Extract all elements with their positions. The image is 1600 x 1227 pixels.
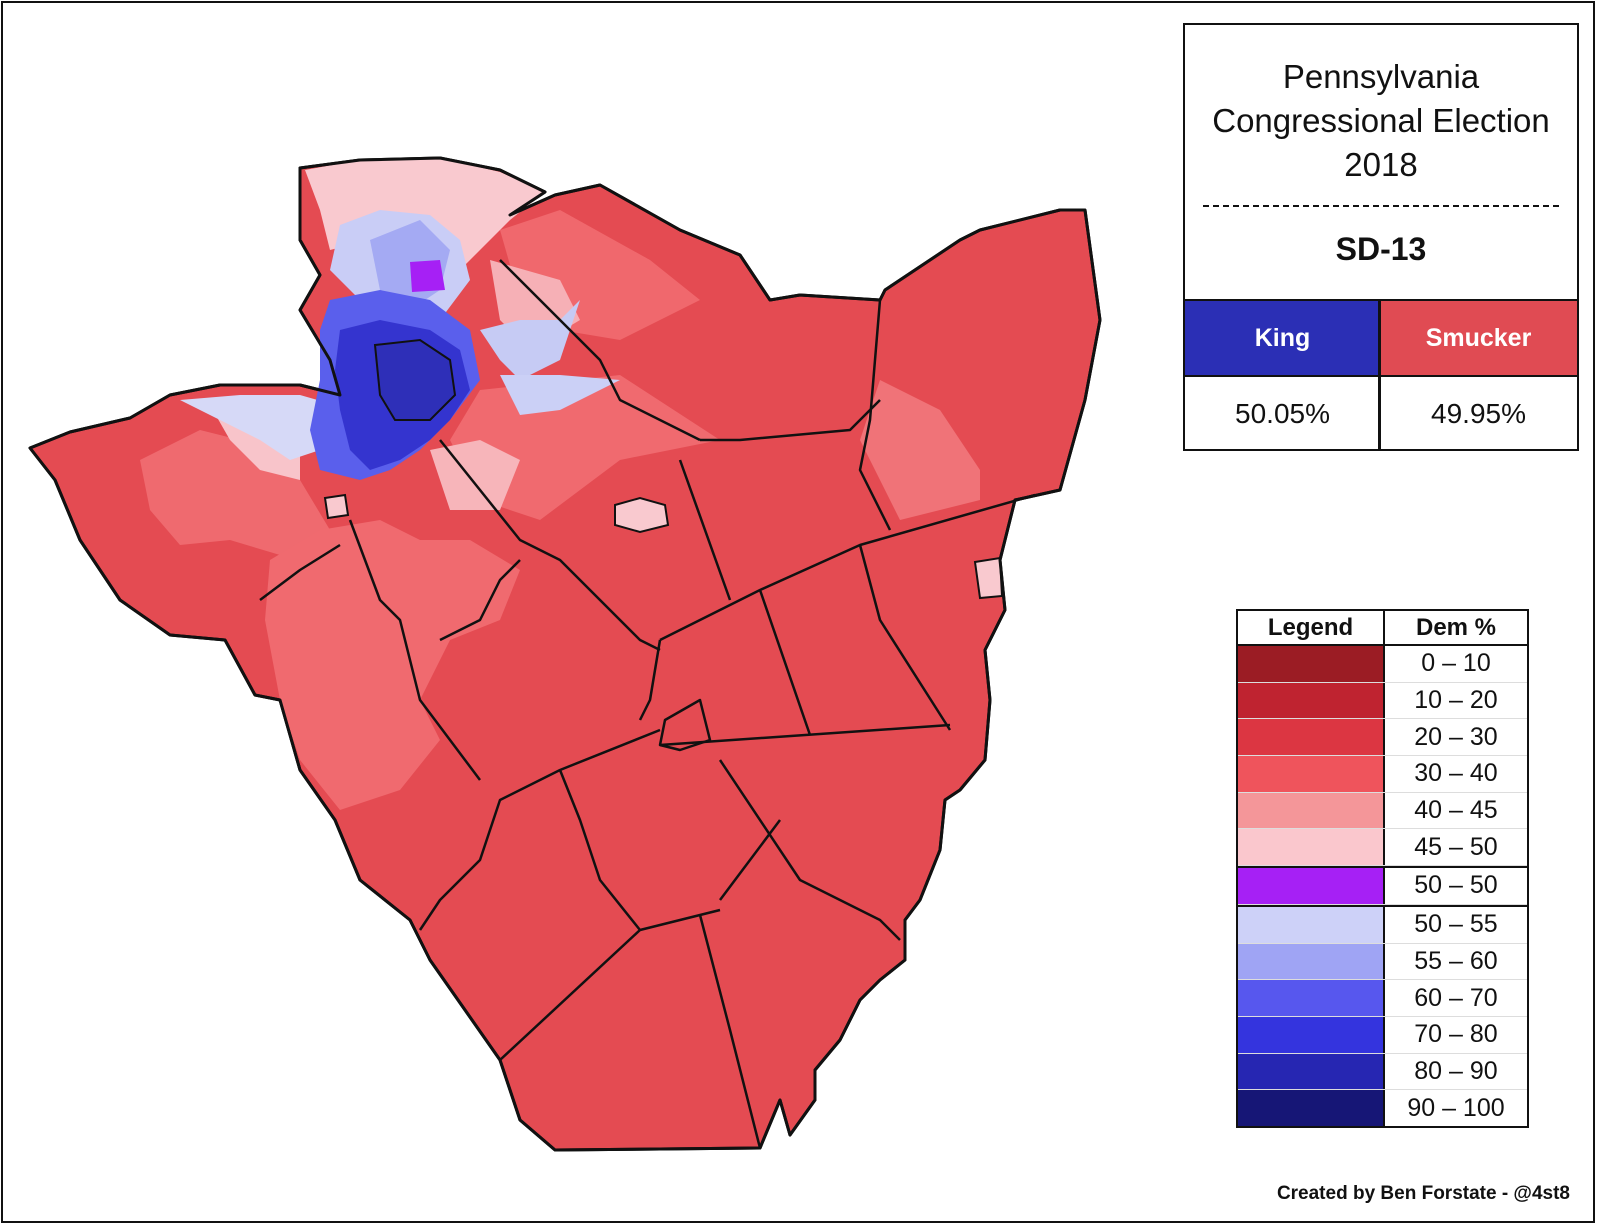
enclave-southwest — [323, 493, 350, 520]
legend-row: 60 – 70 — [1238, 980, 1527, 1017]
legend-label: 45 – 50 — [1414, 832, 1498, 861]
legend-label: 60 – 70 — [1414, 983, 1498, 1012]
results-top-rule — [1185, 299, 1577, 301]
legend-swatch — [1238, 943, 1385, 980]
area-purple-tie — [410, 260, 445, 292]
legend-row: 30 – 40 — [1238, 756, 1527, 793]
area-light-west — [140, 430, 330, 555]
legend-label: 50 – 55 — [1414, 910, 1498, 939]
candidate-smucker-header: Smucker — [1380, 301, 1577, 375]
legend-swatch — [1238, 646, 1385, 682]
legend-swatch — [1238, 756, 1385, 792]
legend-swatch — [1238, 792, 1385, 829]
legend-label: 70 – 80 — [1414, 1020, 1498, 1049]
title-divider — [1203, 205, 1559, 207]
candidate-king-pct: 50.05% — [1235, 398, 1330, 429]
legend-label: 80 – 90 — [1414, 1056, 1498, 1085]
area-light-east — [860, 380, 980, 520]
legend-dem-header: Dem % — [1415, 613, 1497, 641]
legend-row: 40 – 45 — [1238, 792, 1527, 830]
legend-header: Legend Dem % — [1238, 611, 1527, 646]
area-navy-core — [373, 338, 457, 421]
legend-swatch — [1238, 719, 1385, 756]
area-lightblue-river — [500, 375, 620, 415]
district-label: SD-13 — [1335, 231, 1427, 267]
credit-text: Created by Ben Forstate - @4st8 — [1276, 1183, 1570, 1204]
legend-swatch — [1238, 906, 1385, 943]
legend-label: 20 – 30 — [1414, 722, 1498, 751]
legend-row: 55 – 60 — [1238, 943, 1527, 981]
legend-title: Legend — [1238, 611, 1385, 644]
candidate-king-header: King — [1185, 301, 1380, 375]
legend-row: 70 – 80 — [1238, 1016, 1527, 1054]
area-light-northeast — [450, 375, 720, 520]
map-title: Pennsylvania Congressional Election 2018 — [1185, 55, 1577, 187]
results-divider — [1378, 299, 1381, 449]
area-lightblue-west — [180, 395, 335, 460]
legend-swatch — [1238, 1090, 1385, 1126]
county-border — [28, 156, 1102, 1152]
legend-label: 55 – 60 — [1414, 946, 1498, 975]
legend-label: 0 – 10 — [1421, 649, 1491, 678]
legend-swatch — [1238, 1053, 1385, 1090]
legend-swatch — [1238, 829, 1385, 866]
legend-label: 10 – 20 — [1414, 686, 1498, 715]
enclave-central — [614, 496, 670, 534]
legend-swatch — [1238, 980, 1385, 1016]
title-line-1: Pennsylvania — [1282, 58, 1480, 95]
area-lightblue-east — [480, 300, 580, 380]
township-boundaries — [259, 259, 1036, 1149]
legend: Legend Dem % 0 – 10 10 – 20 20 – 30 30 – 40… — [1236, 609, 1529, 1128]
legend-label: 50 – 50 — [1414, 871, 1498, 900]
legend-row: 45 – 50 — [1238, 829, 1527, 867]
legend-row: 10 – 20 — [1238, 682, 1527, 720]
legend-label: 90 – 100 — [1407, 1093, 1505, 1122]
legend-row: 0 – 10 — [1238, 646, 1527, 683]
title-box: Pennsylvania Congressional Election 2018… — [1183, 23, 1579, 451]
enclave-east — [973, 556, 1004, 600]
legend-swatch — [1238, 1016, 1385, 1053]
legend-label: 40 – 45 — [1414, 796, 1498, 825]
legend-rows: 0 – 10 10 – 20 20 – 30 30 – 40 40 – 45 45 – 5… — [1238, 646, 1527, 1126]
legend-row: 80 – 90 — [1238, 1053, 1527, 1091]
legend-row: 90 – 100 — [1238, 1090, 1527, 1126]
legend-swatch — [1238, 682, 1385, 719]
title-line-3: 2018 — [1344, 146, 1418, 183]
legend-swatch — [1238, 868, 1385, 904]
legend-row: 50 – 55 — [1238, 904, 1527, 944]
title-line-2: Congressional Election — [1212, 102, 1550, 139]
area-light-central — [265, 520, 520, 810]
legend-row: 50 – 50 — [1238, 866, 1527, 905]
candidate-smucker-pct: 49.95% — [1431, 398, 1526, 429]
legend-label: 30 – 40 — [1414, 759, 1498, 788]
legend-row: 20 – 30 — [1238, 719, 1527, 757]
results-mid-rule — [1185, 375, 1577, 377]
